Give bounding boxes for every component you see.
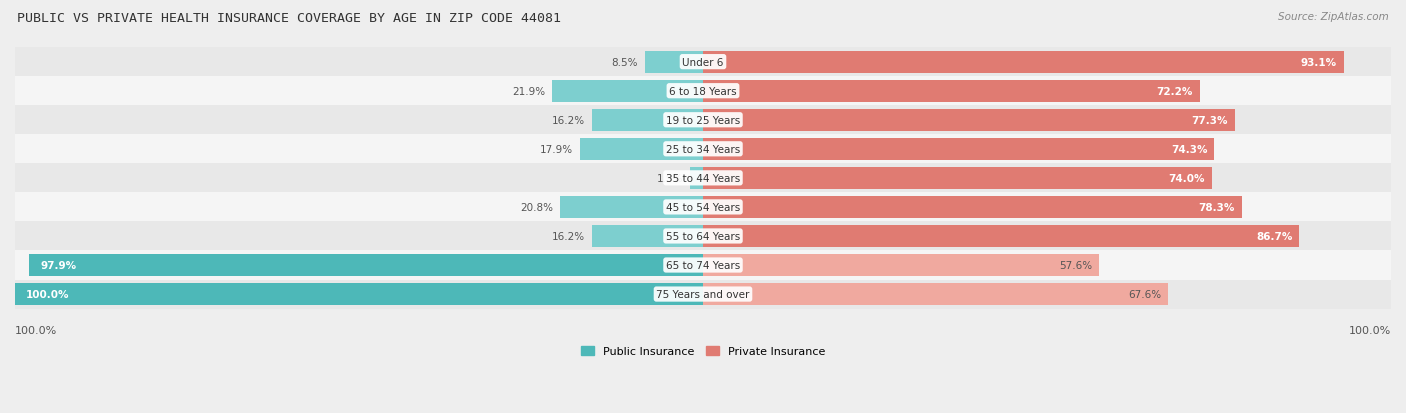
Text: 20.8%: 20.8%: [520, 202, 553, 212]
Bar: [15, 251, 1391, 280]
Text: 75 Years and over: 75 Years and over: [657, 290, 749, 299]
Text: 57.6%: 57.6%: [1059, 260, 1092, 271]
Text: Source: ZipAtlas.com: Source: ZipAtlas.com: [1278, 12, 1389, 22]
Text: 25 to 34 Years: 25 to 34 Years: [666, 145, 740, 154]
Bar: [703, 225, 1299, 247]
Bar: [703, 283, 1168, 305]
Text: 16.2%: 16.2%: [551, 116, 585, 126]
Bar: [644, 52, 703, 74]
Bar: [703, 168, 1212, 189]
Text: 77.3%: 77.3%: [1191, 116, 1227, 126]
Bar: [30, 254, 703, 276]
Text: 100.0%: 100.0%: [1348, 325, 1391, 335]
Text: 72.2%: 72.2%: [1157, 86, 1192, 97]
Text: 8.5%: 8.5%: [612, 57, 638, 67]
Bar: [15, 193, 1391, 222]
Bar: [703, 81, 1199, 102]
Text: 1.9%: 1.9%: [657, 173, 683, 183]
Text: 74.3%: 74.3%: [1171, 145, 1208, 154]
Bar: [553, 81, 703, 102]
Text: 67.6%: 67.6%: [1128, 290, 1161, 299]
Bar: [703, 109, 1234, 131]
Text: 100.0%: 100.0%: [15, 325, 58, 335]
Bar: [15, 106, 1391, 135]
Text: 19 to 25 Years: 19 to 25 Years: [666, 116, 740, 126]
Bar: [703, 139, 1215, 160]
Bar: [579, 139, 703, 160]
Text: 35 to 44 Years: 35 to 44 Years: [666, 173, 740, 183]
Text: 45 to 54 Years: 45 to 54 Years: [666, 202, 740, 212]
Bar: [15, 164, 1391, 193]
Text: 65 to 74 Years: 65 to 74 Years: [666, 260, 740, 271]
Text: 6 to 18 Years: 6 to 18 Years: [669, 86, 737, 97]
Bar: [15, 283, 703, 305]
Text: 74.0%: 74.0%: [1168, 173, 1205, 183]
Text: Under 6: Under 6: [682, 57, 724, 67]
Text: PUBLIC VS PRIVATE HEALTH INSURANCE COVERAGE BY AGE IN ZIP CODE 44081: PUBLIC VS PRIVATE HEALTH INSURANCE COVER…: [17, 12, 561, 25]
Bar: [15, 48, 1391, 77]
Text: 78.3%: 78.3%: [1198, 202, 1234, 212]
Bar: [15, 77, 1391, 106]
Legend: Public Insurance, Private Insurance: Public Insurance, Private Insurance: [576, 342, 830, 361]
Bar: [15, 135, 1391, 164]
Bar: [703, 52, 1344, 74]
Bar: [592, 225, 703, 247]
Text: 17.9%: 17.9%: [540, 145, 574, 154]
Bar: [15, 280, 1391, 309]
Bar: [15, 222, 1391, 251]
Text: 97.9%: 97.9%: [41, 260, 76, 271]
Bar: [703, 254, 1099, 276]
Text: 21.9%: 21.9%: [512, 86, 546, 97]
Bar: [592, 109, 703, 131]
Bar: [703, 197, 1241, 218]
Text: 93.1%: 93.1%: [1301, 57, 1337, 67]
Text: 86.7%: 86.7%: [1256, 231, 1292, 241]
Bar: [560, 197, 703, 218]
Text: 100.0%: 100.0%: [25, 290, 69, 299]
Text: 16.2%: 16.2%: [551, 231, 585, 241]
Bar: [690, 168, 703, 189]
Text: 55 to 64 Years: 55 to 64 Years: [666, 231, 740, 241]
